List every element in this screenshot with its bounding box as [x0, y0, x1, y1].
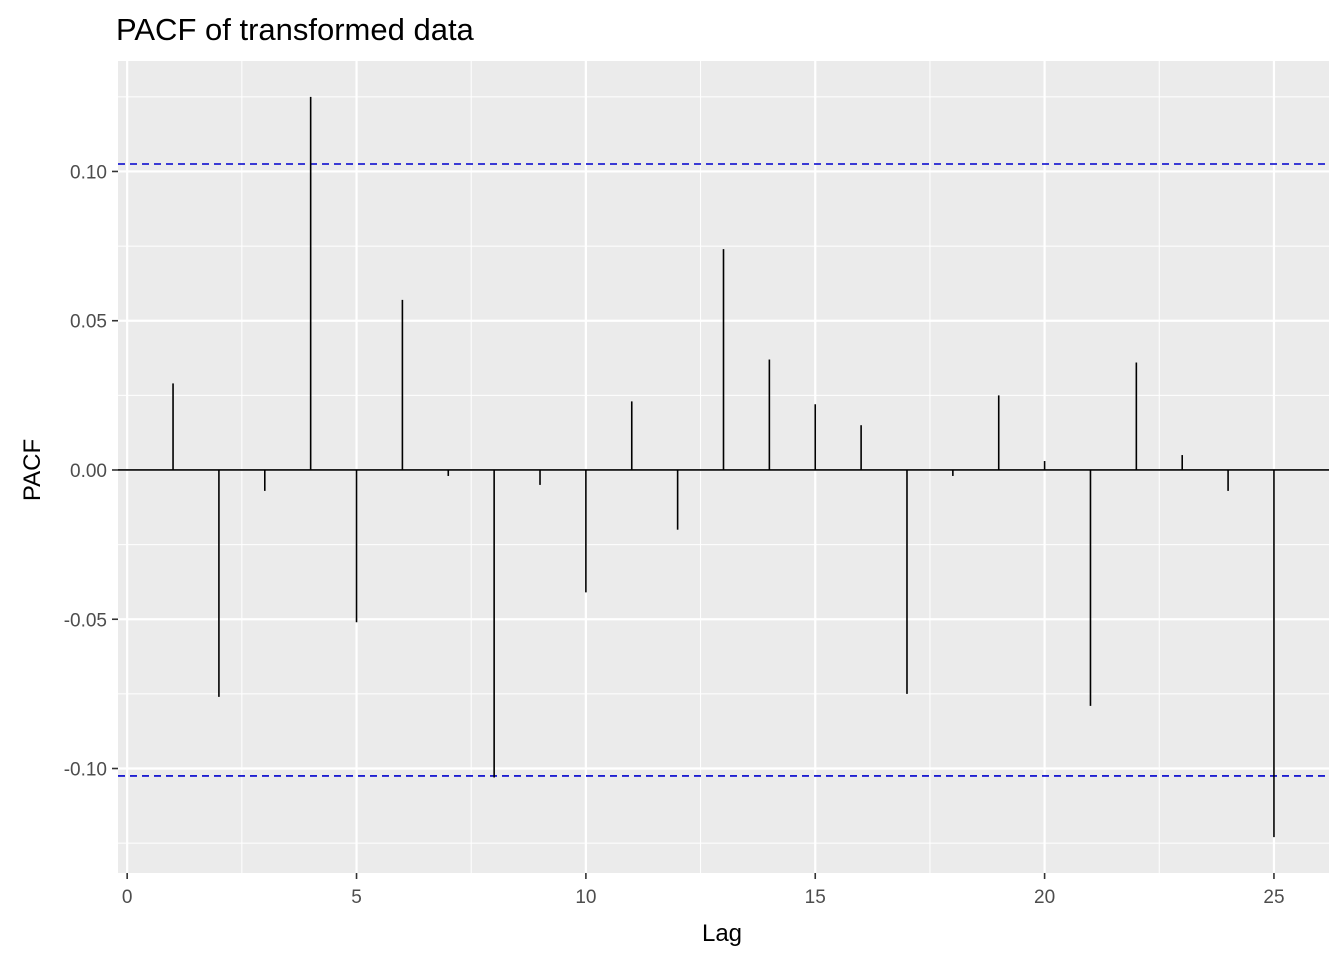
y-tick-label: 0.05: [70, 312, 107, 333]
chart-title: PACF of transformed data: [116, 12, 475, 47]
y-tick-label: -0.10: [64, 760, 107, 781]
x-axis-title: Lag: [702, 920, 742, 947]
confidence-bounds: [118, 163, 1329, 777]
pacf-bars: [172, 96, 1275, 838]
minor-gridlines: [118, 61, 1329, 873]
x-tick-label: 0: [122, 887, 133, 908]
x-tick-label: 5: [351, 887, 362, 908]
y-axis: -0.10 -0.05 0.00 0.05 0.10: [64, 162, 118, 781]
y-tick-label: 0.10: [70, 162, 107, 183]
y-tick-label: -0.05: [64, 610, 107, 631]
x-axis: 0 5 10 15 20 25: [122, 873, 1285, 908]
x-tick-label: 20: [1034, 887, 1055, 908]
y-tick-label: 0.00: [70, 461, 107, 482]
x-tick-label: 10: [575, 887, 596, 908]
x-tick-label: 15: [805, 887, 826, 908]
y-axis-title: PACF: [19, 439, 46, 501]
x-tick-label: 25: [1263, 887, 1284, 908]
